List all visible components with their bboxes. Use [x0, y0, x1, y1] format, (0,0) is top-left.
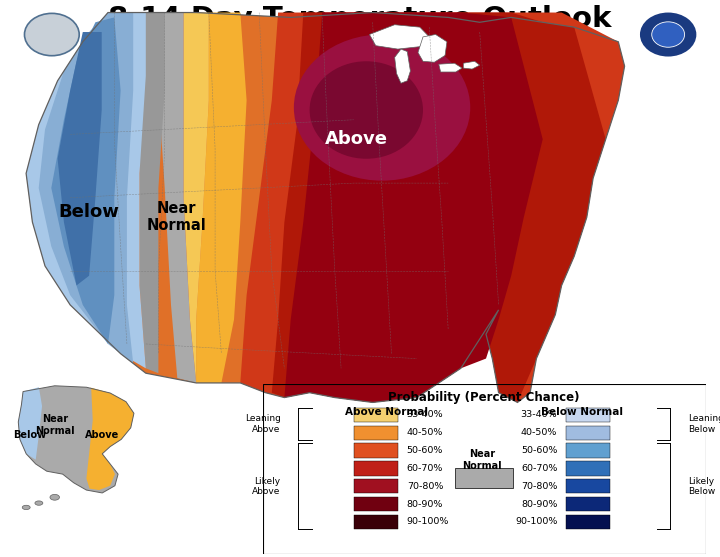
Text: Below: Below [13, 430, 46, 440]
Polygon shape [58, 32, 102, 285]
Text: 80-90%: 80-90% [407, 500, 443, 509]
Polygon shape [18, 386, 134, 493]
Text: Below: Below [58, 203, 120, 221]
Polygon shape [395, 49, 410, 83]
Bar [566, 461, 611, 476]
Bar [566, 408, 611, 422]
Text: Likely
Below: Likely Below [688, 477, 715, 496]
Bar [354, 408, 398, 422]
Text: 60-70%: 60-70% [521, 464, 557, 473]
Text: 33-40%: 33-40% [521, 411, 557, 419]
Polygon shape [418, 35, 447, 62]
Text: Near
Normal: Near Normal [146, 201, 206, 233]
Polygon shape [196, 12, 246, 383]
Bar [566, 515, 611, 529]
Polygon shape [140, 12, 165, 373]
Bar [354, 461, 398, 476]
Ellipse shape [22, 505, 30, 510]
Ellipse shape [50, 495, 60, 500]
Text: Near
Normal: Near Normal [35, 414, 75, 436]
Bar [354, 479, 398, 494]
Text: Above Normal: Above Normal [346, 407, 428, 417]
Ellipse shape [294, 35, 470, 180]
Polygon shape [86, 387, 134, 490]
Text: Probability (Percent Chance): Probability (Percent Chance) [389, 391, 580, 404]
Text: 50-60%: 50-60% [521, 446, 557, 455]
Text: Leaning
Below: Leaning Below [688, 414, 720, 433]
Text: 90-100%: 90-100% [407, 517, 449, 526]
Text: 80-90%: 80-90% [521, 500, 557, 509]
Text: 50-60%: 50-60% [407, 446, 443, 455]
Polygon shape [240, 12, 625, 402]
Text: 40-50%: 40-50% [407, 428, 443, 437]
Bar [354, 515, 398, 529]
Polygon shape [284, 12, 543, 402]
Bar [354, 443, 398, 458]
Text: Issued:  September 20, 2023: Issued: September 20, 2023 [241, 57, 479, 72]
Text: 8-14 Day Temperature Outlook: 8-14 Day Temperature Outlook [108, 6, 612, 33]
Polygon shape [51, 17, 121, 344]
Polygon shape [145, 12, 196, 383]
Ellipse shape [35, 501, 43, 505]
Polygon shape [26, 12, 625, 402]
Bar [566, 443, 611, 458]
Text: 33-40%: 33-40% [407, 411, 444, 419]
Bar [566, 426, 611, 440]
Polygon shape [26, 12, 145, 368]
Polygon shape [184, 12, 209, 383]
Polygon shape [438, 63, 462, 72]
Polygon shape [271, 12, 606, 402]
Text: Above: Above [325, 130, 388, 148]
Text: Valid:  September 28 - October 4, 2023: Valid: September 28 - October 4, 2023 [199, 33, 521, 48]
Bar [456, 467, 513, 488]
Text: Near
Normal: Near Normal [462, 449, 502, 471]
Ellipse shape [310, 61, 423, 159]
Polygon shape [39, 12, 133, 363]
Text: Above: Above [85, 430, 120, 440]
Polygon shape [18, 387, 42, 460]
Polygon shape [464, 61, 480, 69]
Text: 90-100%: 90-100% [515, 517, 557, 526]
Text: Likely
Above: Likely Above [252, 477, 281, 496]
Polygon shape [369, 25, 429, 49]
Bar [566, 479, 611, 494]
Bar [354, 426, 398, 440]
Text: 40-50%: 40-50% [521, 428, 557, 437]
Bar [566, 497, 611, 511]
Text: 70-80%: 70-80% [521, 482, 557, 491]
Text: 60-70%: 60-70% [407, 464, 443, 473]
Bar [354, 497, 398, 511]
Text: Leaning
Above: Leaning Above [245, 414, 281, 433]
Text: 70-80%: 70-80% [407, 482, 443, 491]
Text: Below Normal: Below Normal [541, 407, 623, 417]
